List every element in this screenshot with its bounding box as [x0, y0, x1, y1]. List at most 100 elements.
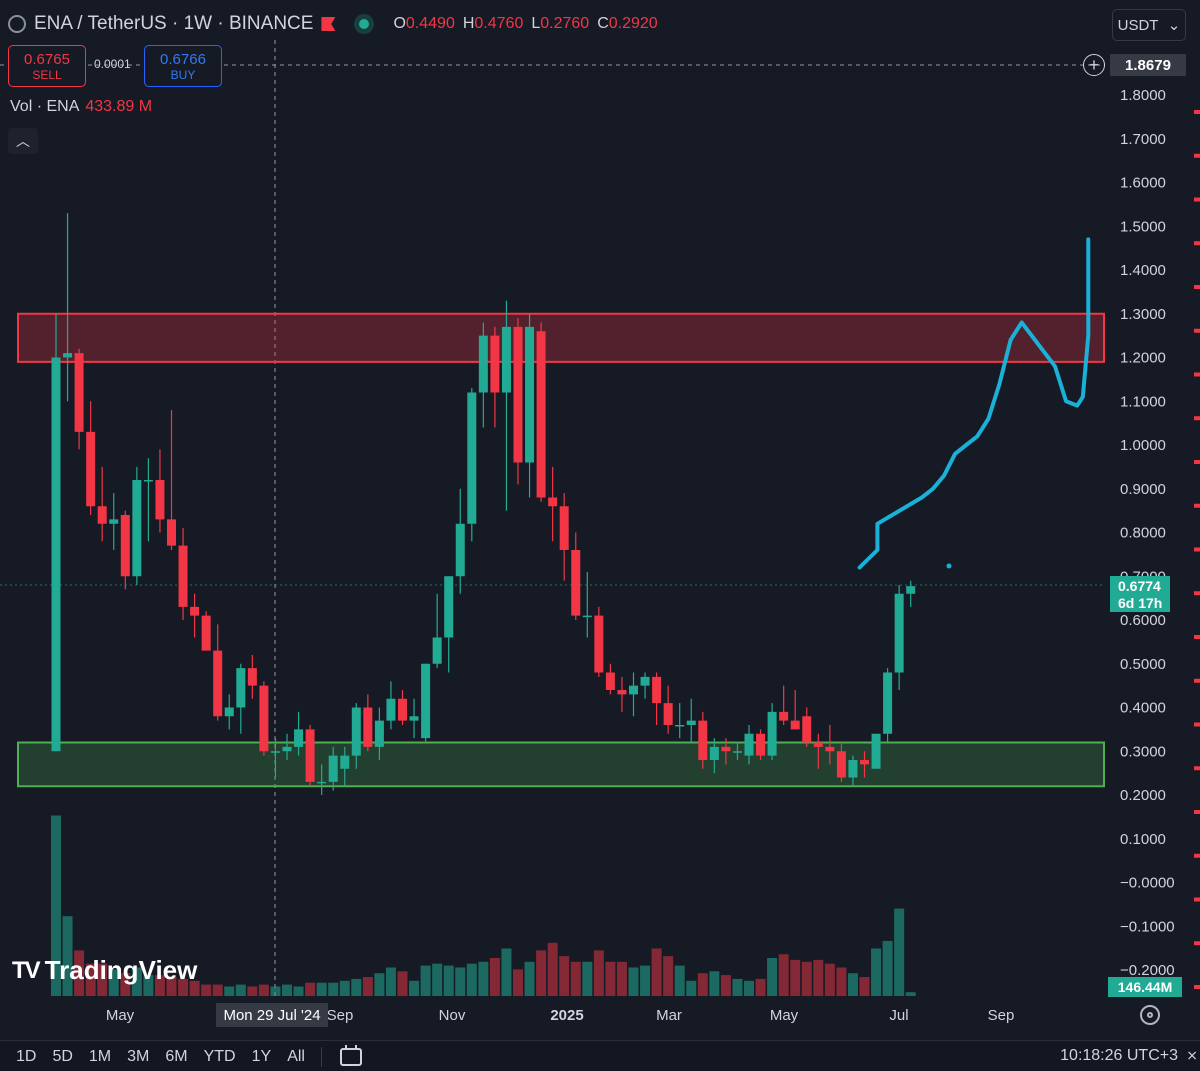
timeframe-1m[interactable]: 1M [88, 1047, 112, 1065]
calendar-icon[interactable] [339, 1044, 362, 1066]
price-tick-label: 1.6000 [1120, 175, 1166, 192]
candle [398, 690, 407, 725]
flag-icon[interactable] [321, 17, 336, 31]
edge-marker [1194, 285, 1200, 289]
candle [467, 388, 477, 542]
price-chart[interactable]: 1.8000 1.7000 1.6000 1.5000 1.4000 1.3000 1.20… [0, 0, 1200, 1040]
volume-bar [62, 916, 73, 996]
candle [259, 681, 269, 756]
candle-body [455, 523, 465, 577]
volume-bar [663, 956, 674, 996]
candle [756, 729, 766, 760]
add-alert-icon[interactable]: + [1083, 54, 1105, 76]
currency-select[interactable]: USDT ⌄ [1112, 9, 1186, 41]
candle [132, 466, 142, 585]
volume-bar [686, 980, 697, 996]
candle-body [767, 711, 777, 756]
support-zone [17, 741, 1105, 788]
last-price-label: 0.6774 6d 17h [1110, 576, 1170, 612]
buy-button[interactable]: 0.6766 BUY [144, 45, 222, 87]
timeframe-1y[interactable]: 1Y [251, 1047, 272, 1065]
candle [409, 698, 419, 739]
candle-body [63, 353, 73, 358]
volume-label: Vol · ENA [10, 98, 80, 115]
timeframe-1d[interactable]: 1D [16, 1047, 37, 1065]
timeframe-6m[interactable]: 6M [165, 1047, 188, 1065]
candle [109, 493, 119, 550]
candle-body [386, 698, 396, 721]
volume-bar [51, 815, 61, 996]
sell-label: SELL [32, 67, 62, 82]
candle-body [259, 685, 269, 752]
price-axis-background[interactable] [1106, 0, 1200, 1040]
candle [732, 742, 742, 760]
sell-button[interactable]: 0.6765 SELL [8, 45, 86, 87]
candle [282, 733, 292, 760]
price-tick-label: 1.1000 [1120, 393, 1166, 410]
candle [190, 593, 200, 638]
collapse-legend-button[interactable]: ︿ [8, 128, 38, 154]
candle-body [883, 672, 893, 734]
volume-bar [489, 958, 500, 996]
volume-bar [224, 986, 235, 996]
volume-legend[interactable]: Vol · ENA 433.89 M [10, 98, 152, 116]
candle [351, 703, 361, 769]
candle [571, 532, 581, 620]
candle-body [444, 576, 454, 638]
candle-body [813, 742, 823, 747]
bar-countdown: 6d 17h [1118, 595, 1163, 611]
symbol-title[interactable]: ENA / TetherUS · 1W · BINANCE [34, 13, 314, 34]
candle-body [605, 672, 615, 690]
candle [536, 322, 546, 502]
time-axis-labels: May Sep Nov 2025 Mar May Jul Sep [106, 1007, 1015, 1024]
candle [294, 711, 304, 756]
timeframe-ytd[interactable]: YTD [203, 1047, 236, 1065]
gear-icon[interactable] [1140, 1005, 1160, 1025]
edge-marker [1194, 635, 1200, 639]
candle-body [363, 707, 373, 747]
candle-body [675, 725, 685, 727]
timeframe-5d[interactable]: 5D [52, 1047, 73, 1065]
tradingview-logo[interactable]: TV TradingView [12, 955, 197, 986]
candle [340, 746, 350, 787]
volume-bar [178, 978, 189, 996]
candle [97, 466, 107, 542]
time-tick-label: Mar [656, 1007, 682, 1024]
close-icon[interactable]: ⨯ [1186, 1047, 1198, 1063]
candle-body [236, 668, 246, 708]
timeframe-3m[interactable]: 3M [127, 1047, 150, 1065]
volume-bar [293, 986, 304, 996]
spread-value: 0.0001 [94, 57, 131, 71]
candle [178, 528, 188, 620]
volume-bar [201, 984, 212, 996]
volume-bar [501, 948, 512, 996]
candle [374, 707, 384, 760]
volume-bar [212, 984, 223, 996]
candle [605, 663, 615, 695]
volume-bar [847, 973, 858, 996]
candle [74, 348, 84, 450]
candle [213, 624, 223, 721]
volume-bar [547, 942, 558, 996]
candle [744, 725, 754, 765]
candle-body [536, 331, 546, 498]
volume-bar [559, 956, 570, 996]
time-tick-label: May [106, 1007, 135, 1024]
volume-bar [709, 971, 720, 996]
candle [513, 318, 523, 485]
candle-body [97, 506, 107, 524]
coin-icon [8, 15, 26, 33]
edge-marker [1194, 197, 1200, 202]
clock[interactable]: 10:18:26 UTC+3 [1060, 1047, 1178, 1064]
edge-marker [1194, 678, 1200, 683]
candle-body [721, 746, 731, 752]
volume-bar [882, 940, 893, 996]
candle-body [906, 586, 916, 594]
market-status-icon[interactable] [359, 19, 370, 29]
candle-body [421, 663, 431, 739]
timeframe-all[interactable]: All [287, 1047, 305, 1065]
price-tick-label: 1.0000 [1120, 437, 1166, 454]
timeframe-bar: 1D 5D 1M 3M 6M YTD 1Y All 10:18:26 UTC+3… [0, 1040, 1200, 1071]
volume-bar [339, 980, 350, 996]
candle-body [86, 431, 96, 507]
